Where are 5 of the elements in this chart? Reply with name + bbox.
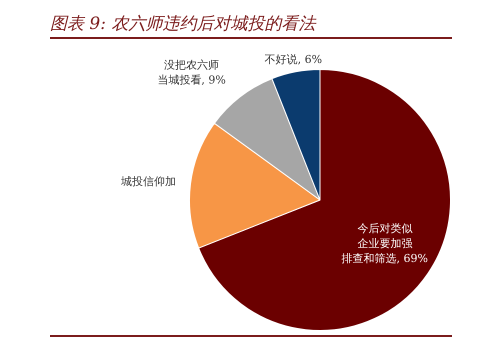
slice-label: 今后对类似企业要加强排查和筛选, 69% (342, 222, 428, 265)
chart-title: 图表 9: 农六师违约后对城投的看法 (50, 8, 452, 39)
slice-label: 没把农六师当城投看, 9% (157, 58, 226, 87)
slice-label: 城投信仰加 (120, 175, 176, 188)
slice-label: 不好说, 6% (264, 52, 322, 66)
